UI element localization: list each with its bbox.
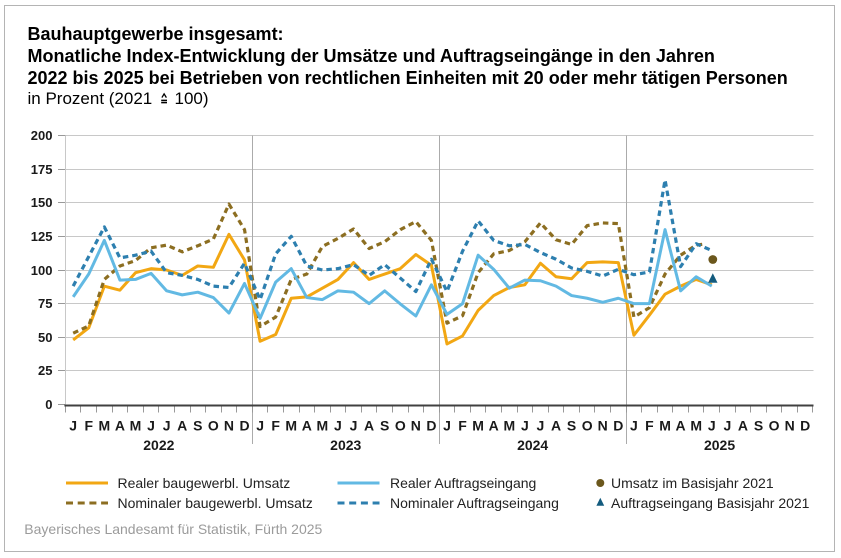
svg-text:F: F: [458, 418, 467, 434]
svg-text:J: J: [69, 418, 77, 434]
svg-text:J: J: [630, 418, 638, 434]
svg-text:N: N: [411, 418, 421, 434]
svg-text:D: D: [613, 418, 623, 434]
svg-text:M: M: [130, 418, 142, 434]
svg-text:150: 150: [31, 195, 53, 210]
svg-text:O: O: [769, 418, 780, 434]
svg-text:50: 50: [38, 330, 52, 345]
svg-text:A: A: [738, 418, 748, 434]
svg-text:125: 125: [31, 229, 53, 244]
svg-text:Realer baugewerbl. Umsatz: Realer baugewerbl. Umsatz: [118, 475, 291, 491]
svg-text:J: J: [163, 418, 171, 434]
svg-text:A: A: [302, 418, 312, 434]
svg-text:N: N: [224, 418, 234, 434]
svg-text:A: A: [364, 418, 374, 434]
svg-text:M: M: [659, 418, 671, 434]
svg-text:2022: 2022: [143, 437, 174, 453]
svg-text:2022 bis 2025 bei Betrieben vo: 2022 bis 2025 bei Betrieben von rechtlic…: [28, 68, 788, 88]
svg-text:S: S: [754, 418, 763, 434]
svg-text:D: D: [239, 418, 249, 434]
svg-text:Realer Auftragseingang: Realer Auftragseingang: [390, 475, 536, 491]
svg-text:M: M: [317, 418, 329, 434]
svg-text:M: M: [99, 418, 111, 434]
svg-text:J: J: [723, 418, 731, 434]
svg-text:J: J: [443, 418, 451, 434]
svg-text:M: M: [285, 418, 297, 434]
svg-text:M: M: [690, 418, 702, 434]
svg-text:A: A: [115, 418, 125, 434]
svg-text:200: 200: [31, 128, 53, 143]
svg-text:M: M: [503, 418, 515, 434]
svg-text:2025: 2025: [704, 437, 735, 453]
svg-text:0: 0: [45, 397, 52, 412]
svg-text:S: S: [380, 418, 389, 434]
svg-text:75: 75: [38, 296, 52, 311]
svg-text:J: J: [334, 418, 342, 434]
svg-text:J: J: [521, 418, 529, 434]
svg-text:Auftragseingang Basisjahr 2021: Auftragseingang Basisjahr 2021: [611, 495, 810, 511]
svg-text:Monatliche Index-Entwicklung d: Monatliche Index-Entwicklung der Umsätze…: [28, 46, 715, 66]
svg-text:S: S: [193, 418, 202, 434]
svg-text:F: F: [271, 418, 280, 434]
svg-text:Bayerisches Landesamt für Stat: Bayerisches Landesamt für Statistik, Für…: [24, 521, 322, 537]
svg-text:N: N: [598, 418, 608, 434]
svg-text:O: O: [208, 418, 219, 434]
svg-text:175: 175: [31, 162, 53, 177]
svg-text:2023: 2023: [330, 437, 361, 453]
svg-text:Bauhauptgewerbe insgesamt:: Bauhauptgewerbe insgesamt:: [28, 24, 284, 44]
svg-text:A: A: [177, 418, 187, 434]
svg-text:O: O: [395, 418, 406, 434]
svg-text:in Prozent (2021: in Prozent (2021: [28, 89, 153, 108]
svg-text:100): 100): [175, 89, 209, 108]
svg-text:J: J: [147, 418, 155, 434]
svg-text:Umsatz im Basisjahr 2021: Umsatz im Basisjahr 2021: [611, 475, 774, 491]
svg-text:J: J: [350, 418, 358, 434]
svg-text:O: O: [582, 418, 593, 434]
svg-text:F: F: [645, 418, 654, 434]
svg-text:D: D: [800, 418, 810, 434]
svg-text:N: N: [785, 418, 795, 434]
svg-text:25: 25: [38, 363, 52, 378]
svg-text:A: A: [551, 418, 561, 434]
svg-text:A: A: [489, 418, 499, 434]
svg-text:Nominaler baugewerbl. Umsatz: Nominaler baugewerbl. Umsatz: [118, 495, 313, 511]
svg-text:J: J: [708, 418, 716, 434]
svg-text:D: D: [426, 418, 436, 434]
svg-text:M: M: [472, 418, 484, 434]
svg-text:100: 100: [31, 263, 53, 278]
svg-text:Nominaler Auftragseingang: Nominaler Auftragseingang: [390, 495, 559, 511]
svg-text:S: S: [567, 418, 576, 434]
svg-text:F: F: [84, 418, 93, 434]
svg-text:2024: 2024: [517, 437, 548, 453]
svg-text:J: J: [537, 418, 545, 434]
svg-text:A: A: [676, 418, 686, 434]
svg-text:J: J: [256, 418, 264, 434]
